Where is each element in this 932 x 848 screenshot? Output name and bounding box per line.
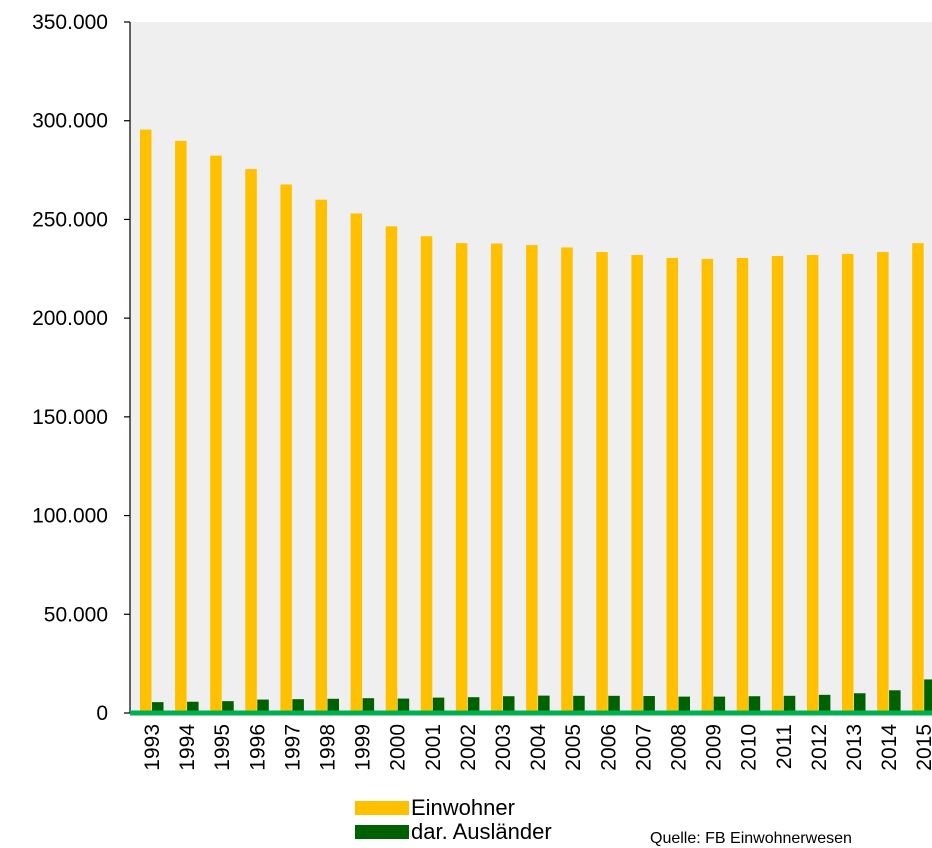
x-tick-label: 1994 [176, 724, 199, 771]
y-axis-ticks: 0 50.000 100.000 150.000 200.000 250.000 300.0… [32, 11, 130, 725]
bar-auslaender-1996 [257, 699, 269, 713]
bar-auslaender-1997 [292, 699, 304, 713]
y-tick-label: 0 [96, 702, 108, 725]
x-tick-label: 2012 [808, 724, 831, 771]
legend-swatch-einwohner [355, 801, 409, 815]
x-tick-label: 1996 [246, 724, 269, 771]
x-tick-label: 2008 [668, 724, 691, 771]
y-tick-label: 300.000 [32, 110, 108, 133]
bar-auslaender-2006 [608, 695, 620, 713]
bar-einwohner-1994 [175, 140, 187, 714]
x-axis-ticks: 1993 1994 1995 1996 1997 1998 1999 2000 2001 2002… [141, 724, 932, 771]
bar-einwohner-2012 [806, 254, 819, 714]
bar-auslaender-1999 [362, 698, 375, 713]
legend-label-auslaender: dar. Ausländer [411, 819, 552, 844]
legend-swatch-auslaender [355, 825, 409, 839]
x-tick-label: 1993 [141, 724, 164, 771]
legend-label-einwohner: Einwohner [411, 795, 515, 820]
bar-einwohner-2005 [561, 247, 573, 713]
x-tick-label: 1999 [352, 724, 375, 771]
x-tick-label: 2010 [738, 724, 761, 771]
legend-item-einwohner: Einwohner [355, 796, 552, 820]
bar-einwohner-2015 [912, 243, 924, 713]
x-tick-label: 2007 [632, 724, 655, 771]
bar-einwohner-2007 [631, 254, 643, 714]
bar-einwohner-1997 [280, 184, 292, 714]
bar-einwohner-1998 [315, 199, 327, 713]
x-tick-label: 2000 [387, 724, 410, 771]
bar-auslaender-2000 [397, 698, 410, 713]
x-tick-label: 2009 [703, 724, 726, 771]
x-tick-label: 2011 [773, 724, 796, 769]
bar-einwohner-1993 [140, 129, 152, 713]
bar-einwohner-1995 [210, 155, 222, 713]
bar-einwohner-2000 [385, 226, 398, 714]
x-tick-label: 2015 [913, 724, 932, 771]
bar-auslaender-2007 [643, 696, 655, 713]
bar-auslaender-2011 [783, 695, 796, 713]
legend: Einwohner dar. Ausländer [355, 796, 552, 844]
bar-einwohner-2006 [596, 252, 608, 714]
y-tick-label: 200.000 [32, 307, 108, 330]
x-tick-label: 2002 [457, 724, 480, 771]
bar-einwohner-2003 [491, 243, 503, 713]
x-tick-label: 2006 [597, 724, 620, 771]
x-tick-label: 1998 [317, 724, 340, 771]
bar-einwohner-2013 [842, 253, 854, 713]
bar-auslaender-2002 [467, 697, 480, 713]
bar-auslaender-2012 [818, 694, 831, 713]
bar-auslaender-1998 [327, 698, 339, 713]
bar-einwohner-2010 [736, 257, 749, 713]
bar-auslaender-2013 [854, 693, 866, 713]
y-tick-label: 350.000 [32, 11, 108, 34]
bar-auslaender-2003 [503, 696, 515, 713]
x-tick-label: 2013 [843, 724, 866, 771]
x-tick-label: 1997 [281, 724, 304, 771]
bar-einwohner-2014 [877, 252, 889, 714]
bar-auslaender-2004 [538, 695, 550, 713]
bar-auslaender-2005 [573, 695, 585, 713]
bar-einwohner-1999 [350, 213, 363, 713]
y-tick-label: 250.000 [32, 208, 108, 231]
bar-einwohner-2002 [455, 243, 468, 713]
bar-auslaender-1993 [152, 702, 164, 713]
x-tick-label: 2005 [562, 724, 585, 771]
bar-auslaender-2014 [889, 690, 901, 713]
source-note: Quelle: FB Einwohnerwesen [650, 830, 852, 847]
bar-einwohner-2008 [666, 257, 678, 713]
x-tick-label: 2003 [492, 724, 515, 771]
bar-auslaender-2010 [748, 696, 761, 713]
x-tick-label: 1995 [211, 724, 234, 771]
bar-einwohner-2004 [526, 245, 538, 713]
bar-einwohner-2011 [771, 255, 784, 713]
y-tick-label: 100.000 [32, 505, 108, 528]
bar-auslaender-1995 [222, 701, 234, 713]
bar-einwohner-1996 [245, 169, 257, 713]
bar-einwohner-2001 [420, 236, 433, 713]
bars-layer [140, 129, 932, 714]
bar-einwohner-2009 [701, 258, 714, 713]
legend-item-auslaender: dar. Ausländer [355, 820, 552, 844]
bar-auslaender-1994 [187, 701, 199, 713]
x-tick-label: 2014 [878, 724, 901, 771]
bar-auslaender-2008 [678, 696, 690, 713]
bar-auslaender-2015 [924, 679, 932, 713]
y-tick-label: 50.000 [44, 603, 108, 626]
x-tick-label: 2004 [527, 724, 550, 771]
bar-auslaender-2009 [713, 696, 726, 713]
y-tick-label: 150.000 [32, 406, 108, 429]
x-tick-label: 2001 [422, 724, 445, 771]
bar-auslaender-2001 [432, 697, 445, 713]
